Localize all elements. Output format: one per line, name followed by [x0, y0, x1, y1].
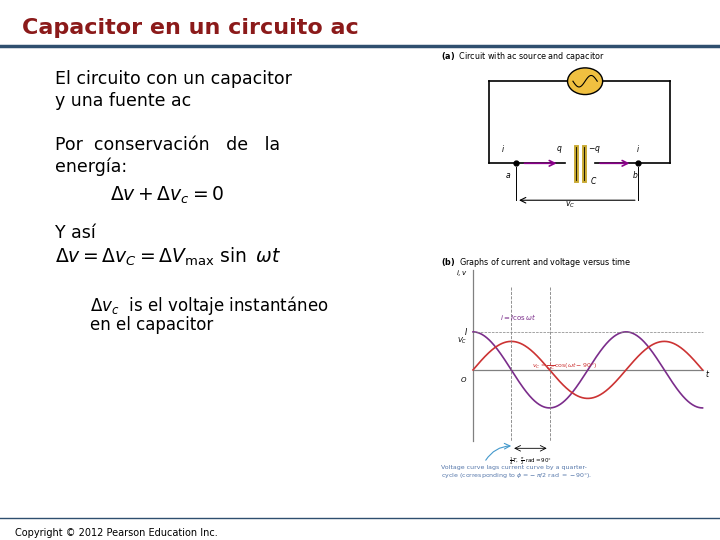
Text: Y así: Y así	[55, 224, 96, 242]
Text: $-q$: $-q$	[588, 144, 601, 155]
Text: Voltage curve lags current curve by a quarter-
cycle (corresponding to $\phi = -: Voltage curve lags current curve by a qu…	[441, 465, 592, 480]
Text: $i$: $i$	[636, 143, 640, 154]
Circle shape	[567, 68, 603, 94]
Text: $t$: $t$	[706, 368, 711, 379]
Text: Por  conservación   de   la: Por conservación de la	[55, 136, 280, 154]
Text: $C$: $C$	[590, 175, 598, 186]
Text: Copyright © 2012 Pearson Education Inc.: Copyright © 2012 Pearson Education Inc.	[15, 528, 217, 538]
Text: Capacitor en un circuito ac: Capacitor en un circuito ac	[22, 18, 359, 38]
Text: $q$: $q$	[556, 144, 563, 155]
Text: $\frac{1}{4}T,\ \frac{\pi}{2}\ \mathrm{rad} = 90°$: $\frac{1}{4}T,\ \frac{\pi}{2}\ \mathrm{r…	[509, 455, 552, 467]
Text: $v_C = \frac{I}{\omega C}\cos(\omega t - 90°)$: $v_C = \frac{I}{\omega C}\cos(\omega t -…	[533, 360, 598, 372]
Text: $\mathbf{(b)}$  Graphs of current and voltage versus time: $\mathbf{(b)}$ Graphs of current and vol…	[441, 256, 631, 269]
Text: $\Delta v_c$  is el voltaje instantáneo: $\Delta v_c$ is el voltaje instantáneo	[90, 294, 328, 318]
Text: $\Delta v + \Delta v_c = 0$: $\Delta v + \Delta v_c = 0$	[110, 184, 225, 206]
Text: energía:: energía:	[55, 158, 127, 177]
Text: $\Delta v = \Delta v_C = \Delta V_\mathrm{max}\ \sin\ \omega t$: $\Delta v = \Delta v_C = \Delta V_\mathr…	[55, 246, 281, 268]
Text: en el capacitor: en el capacitor	[90, 316, 213, 334]
Text: $\mathbf{(a)}$  Circuit with ac source and capacitor: $\mathbf{(a)}$ Circuit with ac source an…	[441, 50, 604, 63]
Text: $i$: $i$	[500, 143, 505, 154]
Text: $V_C$: $V_C$	[457, 336, 468, 347]
Text: $v_C$: $v_C$	[565, 199, 575, 210]
Text: $I$: $I$	[464, 326, 468, 338]
Text: $b$: $b$	[632, 168, 638, 180]
Text: y una fuente ac: y una fuente ac	[55, 92, 192, 110]
Text: $i = I\cos\omega t$: $i = I\cos\omega t$	[500, 312, 536, 322]
Text: $O$: $O$	[460, 375, 468, 383]
Text: $a$: $a$	[505, 171, 511, 180]
Text: El circuito con un capacitor: El circuito con un capacitor	[55, 70, 292, 88]
Text: $i,v$: $i,v$	[456, 268, 468, 278]
